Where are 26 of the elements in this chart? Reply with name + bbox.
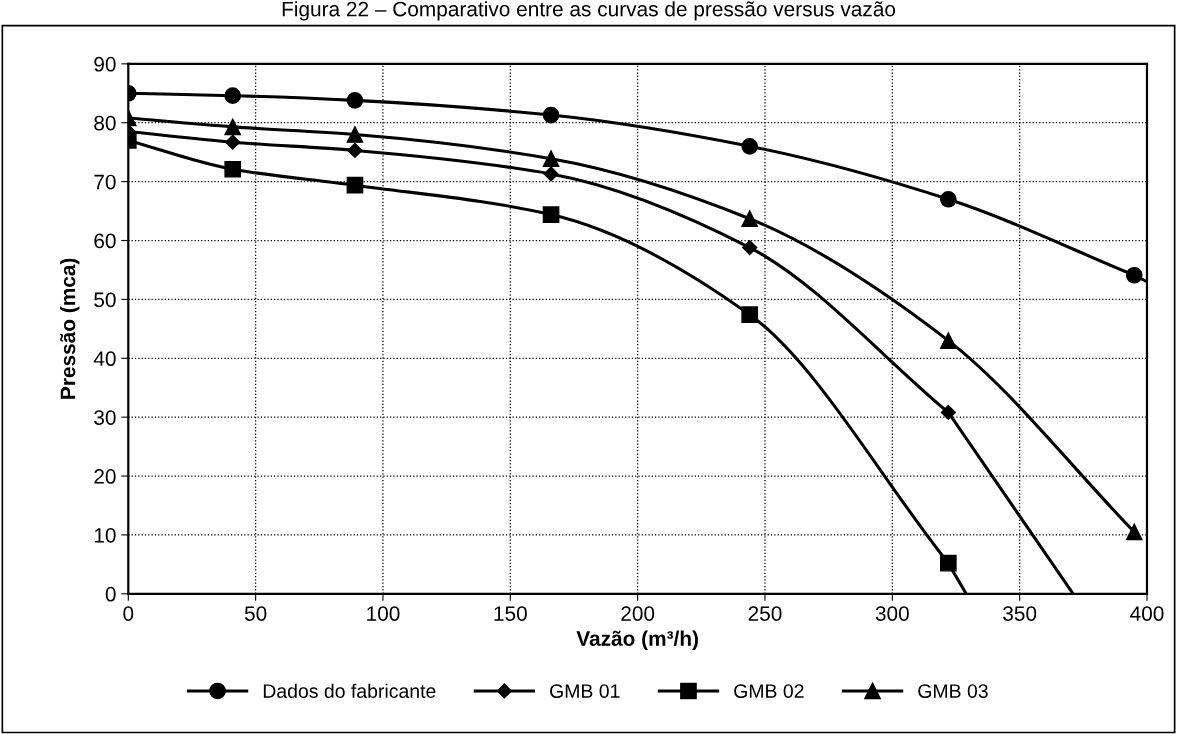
legend-label: GMB 03 (918, 684, 988, 698)
x-tick-label: 250 (748, 606, 782, 621)
y-tick-label: 90 (94, 56, 116, 72)
x-tick-label: 350 (1003, 606, 1037, 621)
x-tick-label: 200 (621, 606, 655, 621)
x-tick-label: 100 (367, 606, 400, 621)
y-tick-label: 50 (94, 292, 116, 308)
y-tick-label: 40 (93, 351, 116, 367)
legend-label: Dados do fabricante (263, 683, 436, 698)
y-tick-label: 60 (94, 233, 116, 249)
y-axis-title: Pressão (mca) (60, 258, 80, 399)
y-tick-label: 30 (94, 410, 116, 425)
x-tick-label: 300 (875, 606, 909, 621)
y-tick-label: 70 (94, 174, 116, 190)
chart-title: Figura 22 – Comparativo entre as curvas de pressão versus vazão (282, 1, 896, 21)
y-tick-label: 80 (94, 115, 116, 131)
x-tick-label: 0 (123, 606, 134, 621)
y-tick-label: 10 (94, 527, 116, 543)
y-tick-label: 0 (105, 586, 116, 602)
x-axis-title: Vazão (m³/h) (576, 630, 698, 651)
x-tick-label: 50 (244, 606, 267, 621)
x-tick-label: 400 (1130, 606, 1164, 621)
legend-label: GMB 01 (550, 684, 620, 698)
x-tick-label: 150 (494, 606, 527, 621)
y-tick-label: 20 (94, 469, 116, 484)
legend-label: GMB 02 (734, 684, 804, 698)
